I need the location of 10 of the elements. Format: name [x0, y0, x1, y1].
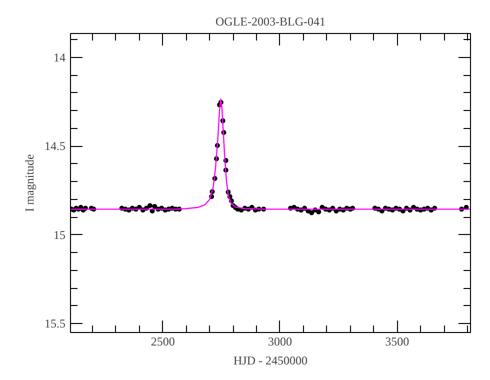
y-tick-label: 15 [54, 228, 66, 242]
y-tick-label: 14 [54, 50, 66, 64]
y-axis-title: I magnitude [22, 154, 36, 212]
chart-title: OGLE-2003-BLG-041 [216, 14, 326, 28]
x-axis-title: HJD - 2450000 [234, 354, 308, 368]
x-tick-label: 2500 [150, 334, 175, 348]
y-tick-label: 14.5 [44, 139, 66, 154]
x-tick-label: 3000 [268, 334, 292, 348]
y-tick-label: 15.5 [44, 316, 66, 331]
x-tick-label: 3500 [385, 334, 410, 348]
